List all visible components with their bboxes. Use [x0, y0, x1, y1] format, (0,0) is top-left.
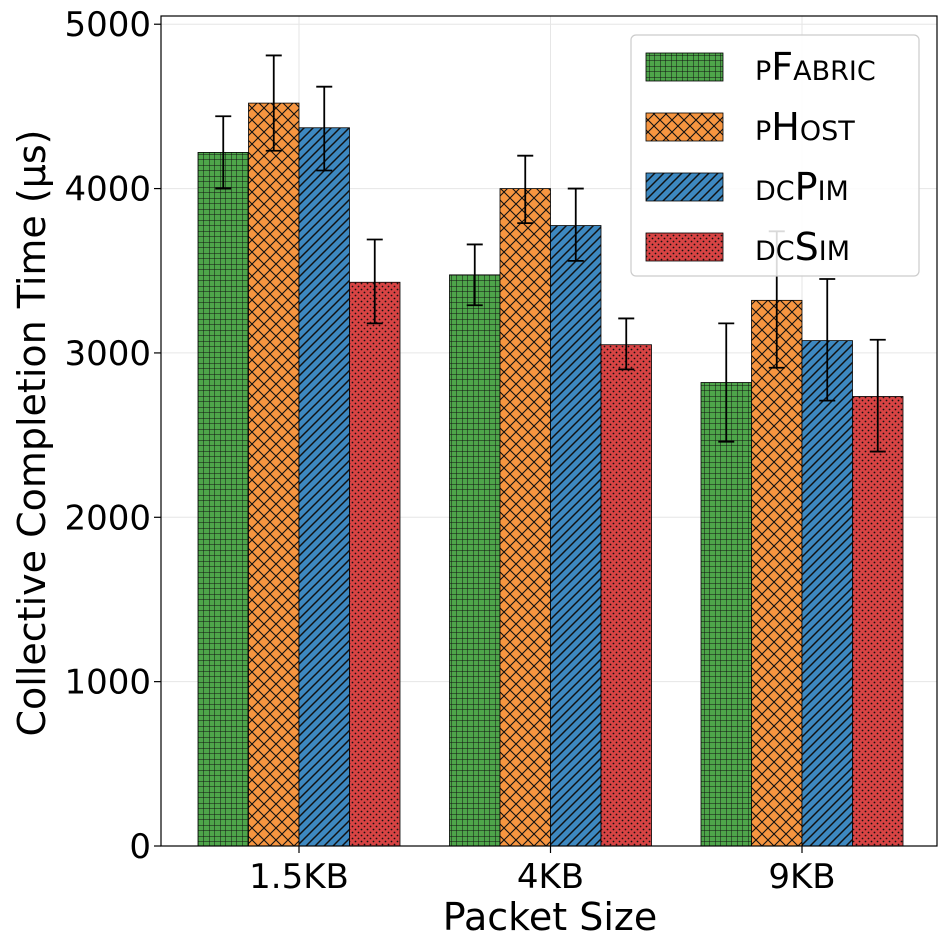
legend-label: PHOST: [755, 105, 855, 149]
error-bar: [215, 115, 232, 190]
bar-dcpim-1-5kb: [298, 127, 350, 847]
y-tick-label: 1000: [64, 663, 151, 703]
error-bar: [718, 322, 735, 443]
legend: PFABRIC PHOST DCPIM DCSIM: [630, 34, 920, 277]
y-tick-label: 4000: [64, 170, 151, 210]
bar-pfabric-9kb: [700, 382, 752, 847]
x-tick-label: 4KB: [517, 857, 584, 897]
legend-label: PFABRIC: [755, 45, 876, 89]
bar-dcpim-4kb: [550, 225, 602, 847]
bar-dcsim-1-5kb: [349, 281, 401, 847]
plot-frame: [160, 15, 938, 847]
bar-pfabric-4kb: [449, 274, 501, 847]
error-bar: [618, 317, 635, 371]
y-tick-label: 0: [129, 827, 151, 867]
y-tick-label: 2000: [64, 498, 151, 538]
bar-phost-9kb: [751, 299, 803, 847]
legend-label: DCSIM: [755, 225, 850, 269]
y-axis-label: Collective Completion Time (µs): [10, 130, 54, 737]
bar-dcsim-9kb: [852, 396, 904, 847]
y-tick-label: 5000: [64, 5, 151, 45]
error-bar: [316, 85, 333, 172]
y-axis-ticks: 0 1000 2000 3000 4000 5000: [64, 5, 161, 867]
error-bar: [517, 154, 534, 224]
legend-swatch: [645, 112, 724, 142]
bar-phost-1-5kb: [248, 102, 300, 847]
error-bar: [366, 238, 383, 325]
legend-item-dcpim: DCPIM: [645, 165, 849, 209]
bar-pfabric-1-5kb: [197, 152, 249, 847]
error-bar: [265, 54, 282, 152]
bar-dcpim-9kb: [801, 340, 853, 847]
x-tick-label: 9KB: [768, 857, 835, 897]
bar-dcsim-4kb: [600, 344, 652, 847]
x-axis-label: Packet Size: [443, 895, 657, 939]
legend-swatch: [645, 172, 724, 202]
legend-swatch: [645, 232, 724, 262]
error-bar: [567, 187, 584, 262]
legend-item-pfabric: PFABRIC: [645, 45, 876, 89]
legend-box: [630, 34, 920, 277]
x-tick-label: 1.5KB: [249, 857, 349, 897]
error-bar: [819, 278, 836, 402]
legend-label: DCPIM: [755, 165, 849, 209]
y-tick-label: 3000: [64, 334, 151, 374]
error-bar: [466, 243, 483, 307]
bars: [197, 102, 904, 847]
bar-phost-4kb: [499, 188, 551, 847]
x-axis-ticks: 1.5KB 4KB 9KB: [249, 846, 836, 897]
error-bar: [869, 338, 886, 453]
legend-item-dcsim: DCSIM: [645, 225, 850, 269]
legend-item-phost: PHOST: [645, 105, 855, 149]
legend-swatch: [645, 52, 724, 82]
